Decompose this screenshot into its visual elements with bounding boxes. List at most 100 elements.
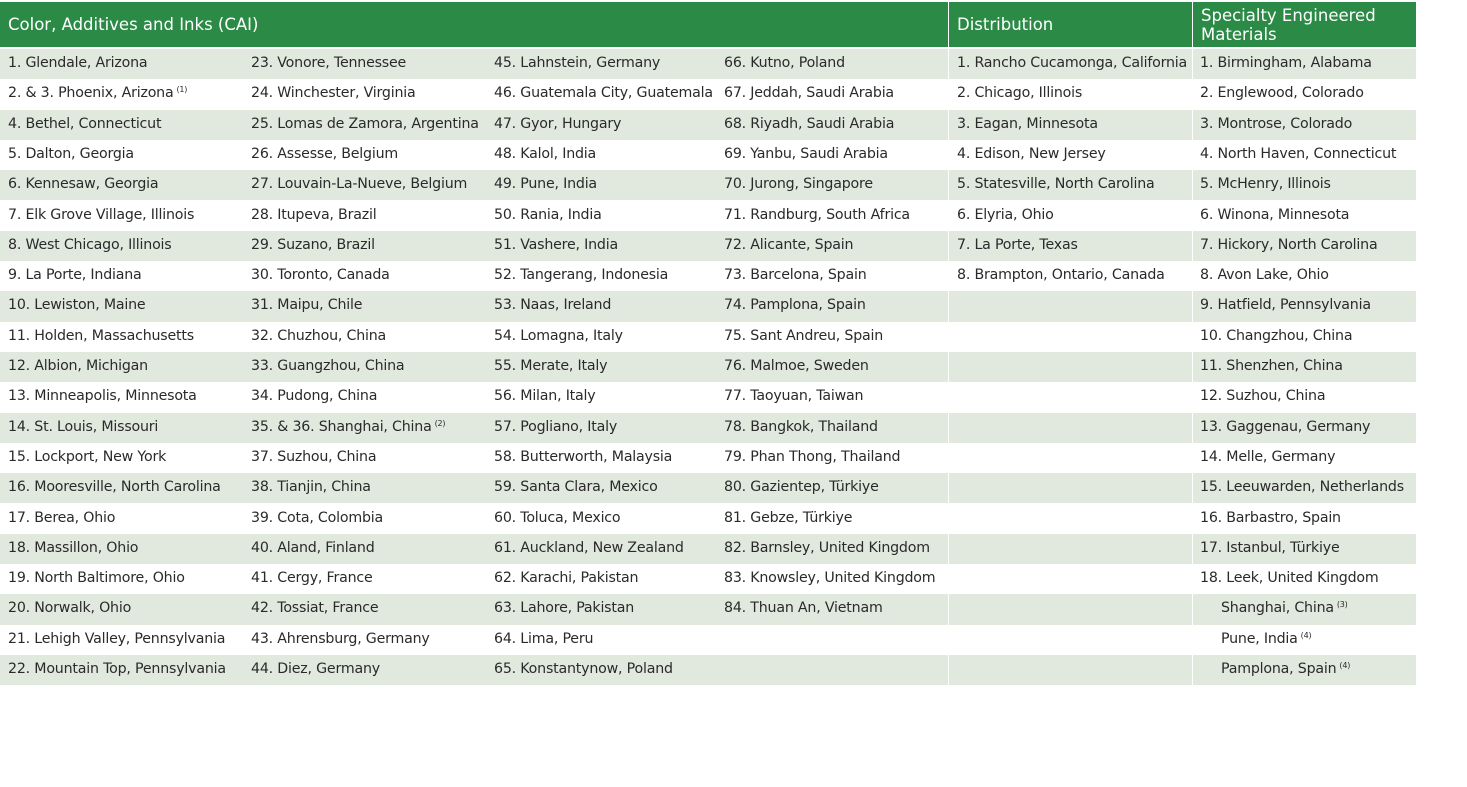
location: 6. Elyria, Ohio: [957, 206, 1054, 223]
location: 80. Gazientep, Türkiye: [724, 479, 879, 496]
location: 10. Lewiston, Maine: [8, 297, 146, 314]
location: 82. Barnsley, United Kingdom: [724, 539, 930, 556]
location: 5. Statesville, North Carolina: [957, 176, 1155, 193]
location: 66. Kutno, Poland: [724, 55, 845, 71]
location: 21. Lehigh Valley, Pennsylvania: [8, 630, 226, 647]
location: 54. Lomagna, Italy: [494, 327, 623, 344]
location: 34. Pudong, China: [251, 388, 378, 405]
row-stripe: [0, 49, 1416, 80]
location-name: Pune, India: [1221, 630, 1298, 647]
location: 17. Berea, Ohio: [8, 509, 116, 526]
location: 58. Butterworth, Malaysia: [494, 448, 673, 465]
location: 3. Eagan, Minnesota: [957, 115, 1098, 132]
location: 83. Knowsley, United Kingdom: [724, 570, 936, 587]
location: 56. Milan, Italy: [494, 388, 596, 405]
location: 15. Lockport, New York: [8, 448, 167, 465]
location: 7. Hickory, North Carolina: [1200, 236, 1378, 253]
location: 9. Hatfield, Pennsylvania: [1200, 297, 1371, 314]
row-stripe: [0, 230, 1416, 262]
location: 20. Norwalk, Ohio: [8, 600, 132, 617]
row-stripe: [0, 352, 1416, 383]
footnote-ref: (4): [1300, 630, 1312, 640]
location: 51. Vashere, India: [494, 236, 618, 253]
location: 43. Ahrensburg, Germany: [251, 630, 430, 647]
location: 35. & 36. Shanghai, China (2): [251, 419, 446, 435]
location: 14. St. Louis, Missouri: [8, 418, 159, 435]
location-name: 2. & 3. Phoenix, Arizona: [8, 85, 174, 102]
location: 71. Randburg, South Africa: [724, 206, 910, 223]
location: 29. Suzano, Brazil: [251, 236, 375, 253]
location: 1. Rancho Cucamonga, California: [957, 55, 1188, 71]
location: 70. Jurong, Singapore: [724, 176, 873, 193]
location: 8. Avon Lake, Ohio: [1200, 267, 1329, 284]
location: 22. Mountain Top, Pennsylvania: [8, 661, 226, 677]
location: 79. Phan Thong, Thailand: [724, 448, 901, 465]
location: 2. & 3. Phoenix, Arizona (1): [8, 85, 187, 101]
location: 75. Sant Andreu, Spain: [724, 327, 884, 344]
row-stripe: [0, 533, 1416, 565]
location: Pune, India (4): [1221, 630, 1312, 647]
location: 5. Dalton, Georgia: [8, 145, 134, 162]
location: 63. Lahore, Pakistan: [494, 600, 635, 617]
location: Pamplona, Spain (4): [1221, 661, 1350, 677]
location: 14. Melle, Germany: [1200, 448, 1336, 465]
location: 7. La Porte, Texas: [957, 236, 1078, 253]
location: 64. Lima, Peru: [494, 630, 594, 647]
location: 4. Bethel, Connecticut: [8, 115, 162, 132]
location: 57. Pogliano, Italy: [494, 418, 618, 435]
row-stripe: [0, 594, 1416, 625]
row-stripe: [0, 473, 1416, 504]
location: 74. Pamplona, Spain: [724, 297, 866, 314]
location: 72. Alicante, Spain: [724, 236, 854, 253]
location: 61. Auckland, New Zealand: [494, 539, 684, 556]
location: 13. Gaggenau, Germany: [1200, 418, 1371, 435]
location: 26. Assesse, Belgium: [251, 145, 398, 162]
location: 9. La Porte, Indiana: [8, 267, 142, 284]
location: 65. Konstantynow, Poland: [494, 661, 673, 677]
separator: [948, 2, 949, 685]
location: 4. Edison, New Jersey: [957, 145, 1106, 162]
column-header: Distribution: [949, 2, 1192, 47]
column-header: Specialty Engineered Materials: [1193, 2, 1416, 47]
location: 31. Maipu, Chile: [251, 297, 363, 314]
location: 77. Taoyuan, Taiwan: [724, 388, 864, 405]
location: 40. Aland, Finland: [251, 539, 375, 556]
location: 67. Jeddah, Saudi Arabia: [724, 85, 894, 102]
location: 33. Guangzhou, China: [251, 358, 405, 374]
location: 19. North Baltimore, Ohio: [8, 570, 185, 587]
location: 17. Istanbul, Türkiye: [1200, 539, 1340, 556]
location-name: Shanghai, China: [1221, 600, 1334, 617]
location: 5. McHenry, Illinois: [1200, 176, 1331, 193]
location: 48. Kalol, India: [494, 145, 597, 162]
location: 15. Leeuwarden, Netherlands: [1200, 479, 1404, 496]
location: 30. Toronto, Canada: [251, 267, 390, 284]
location: 76. Malmoe, Sweden: [724, 358, 869, 374]
location: 27. Louvain-La-Nueve, Belgium: [251, 176, 468, 193]
location: 32. Chuzhou, China: [251, 327, 387, 344]
location: 52. Tangerang, Indonesia: [494, 267, 669, 284]
location: 73. Barcelona, Spain: [724, 267, 867, 284]
location: 13. Minneapolis, Minnesota: [8, 388, 197, 405]
separator: [1192, 2, 1193, 685]
location: 37. Suzhou, China: [251, 448, 377, 465]
location: 23. Vonore, Tennessee: [251, 55, 407, 71]
location: 59. Santa Clara, Mexico: [494, 479, 658, 496]
location: 42. Tossiat, France: [251, 600, 379, 617]
location: 81. Gebze, Türkiye: [724, 509, 853, 526]
location: Shanghai, China (3): [1221, 600, 1348, 616]
location: 6. Winona, Minnesota: [1200, 206, 1350, 223]
location: 8. West Chicago, Illinois: [8, 236, 172, 253]
location: 53. Naas, Ireland: [494, 297, 612, 314]
location: 47. Gyor, Hungary: [494, 115, 622, 132]
row-stripe: [0, 412, 1416, 443]
location: 46. Guatemala City, Guatemala: [494, 85, 713, 102]
location: 7. Elk Grove Village, Illinois: [8, 206, 195, 223]
location: 12. Albion, Michigan: [8, 358, 148, 374]
row-stripe: [0, 291, 1416, 322]
location: 84. Thuan An, Vietnam: [724, 600, 883, 617]
location: 1. Birmingham, Alabama: [1200, 55, 1372, 71]
location: 12. Suzhou, China: [1200, 388, 1326, 405]
location: 41. Cergy, France: [251, 570, 373, 587]
location: 69. Yanbu, Saudi Arabia: [724, 145, 888, 162]
row-stripe: [0, 109, 1416, 140]
